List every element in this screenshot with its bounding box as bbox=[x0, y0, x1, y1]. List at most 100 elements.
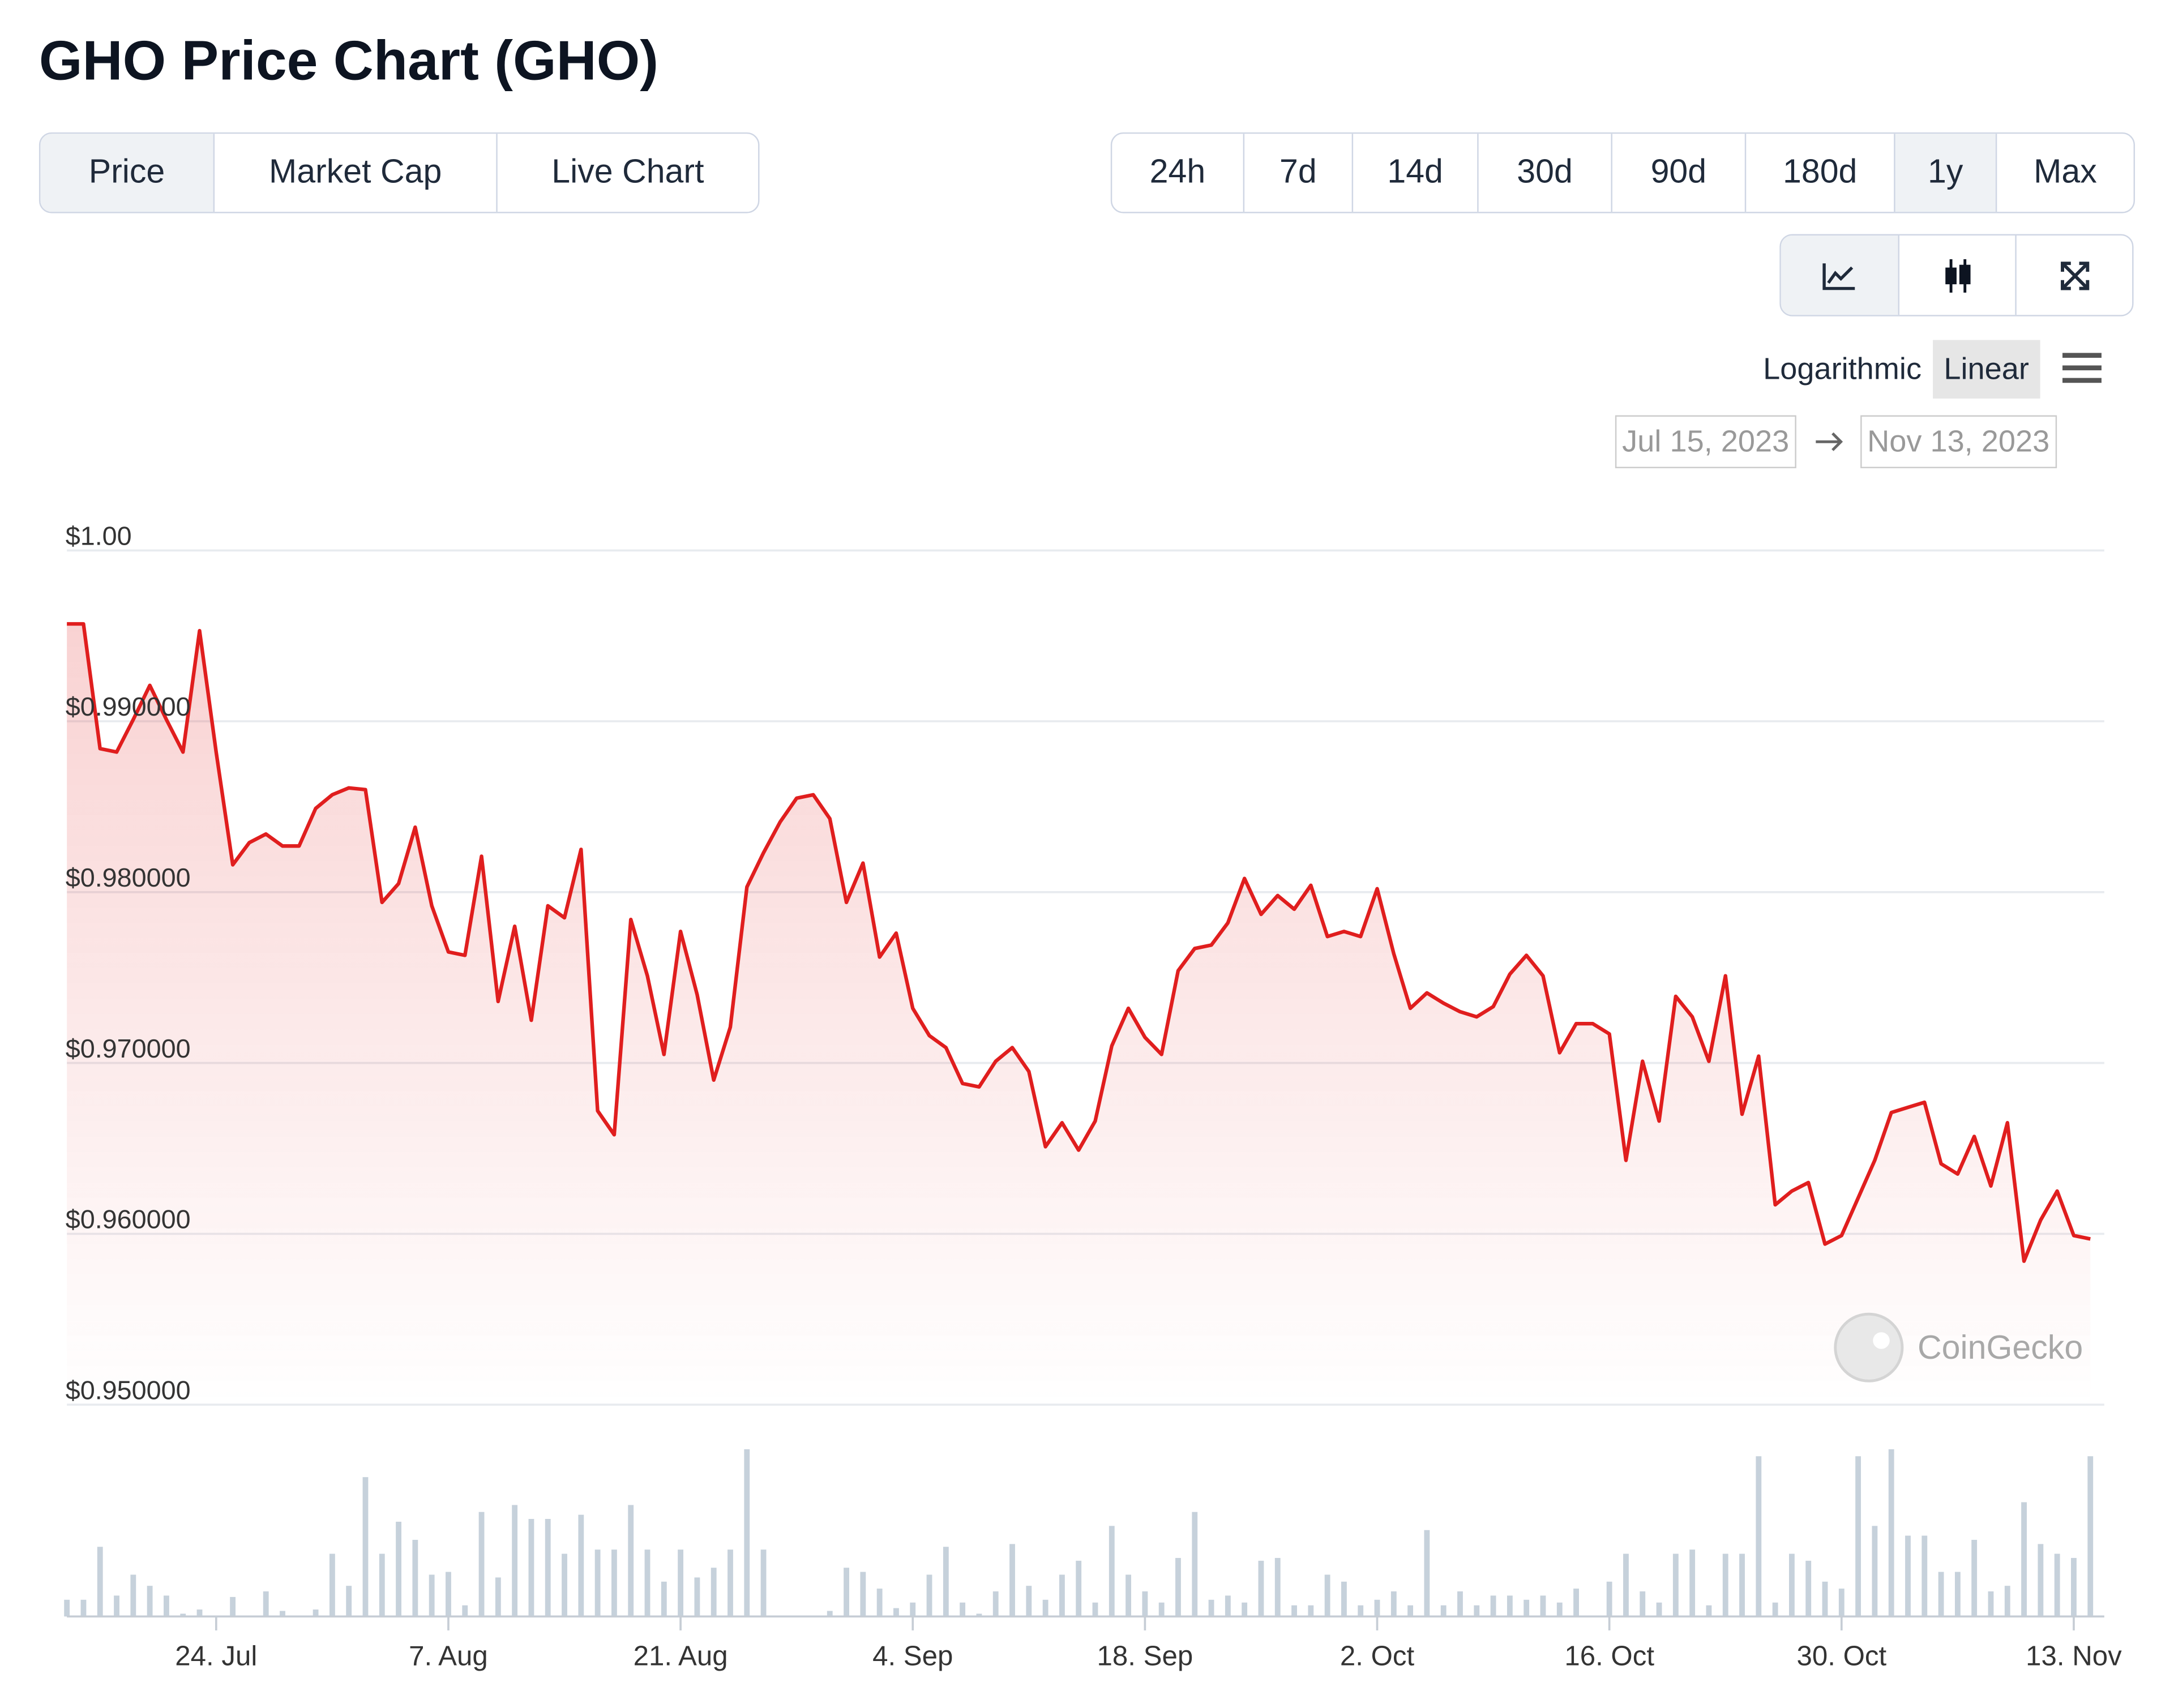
range-button[interactable]: 7d bbox=[1243, 134, 1352, 212]
price-line bbox=[67, 622, 2091, 1263]
volume-bar bbox=[429, 1574, 435, 1617]
x-tick-label: 21. Aug bbox=[634, 1640, 728, 1671]
area bbox=[67, 624, 2091, 1405]
volume-bar bbox=[545, 1519, 551, 1617]
tab-button[interactable]: Live Chart bbox=[496, 134, 758, 212]
volume-bar bbox=[1208, 1599, 1214, 1617]
range-button[interactable]: 24h bbox=[1149, 153, 1206, 191]
volume-bar bbox=[1175, 1557, 1181, 1617]
x-tick-label: 7. Aug bbox=[409, 1640, 488, 1671]
volume-bar bbox=[130, 1574, 136, 1617]
volume-bar bbox=[678, 1549, 684, 1617]
scale-switch: Logarithmic Linear bbox=[1752, 340, 2115, 399]
date-from[interactable]: Jul 15, 2023 bbox=[1615, 415, 1796, 469]
volume-bar bbox=[1142, 1591, 1148, 1617]
volume-bar bbox=[661, 1581, 667, 1617]
y-tick-label: $0.960000 bbox=[66, 1205, 191, 1234]
scale-option[interactable]: Linear bbox=[1932, 340, 2040, 399]
y-tick-label: $0.970000 bbox=[66, 1034, 191, 1063]
volume-bar bbox=[2021, 1502, 2027, 1617]
candlestick-button[interactable] bbox=[1898, 235, 2015, 315]
tab-group: Price Market Cap Live Chart bbox=[38, 132, 760, 213]
range-button[interactable]: 90d bbox=[1611, 134, 1744, 212]
volume-bar bbox=[1009, 1544, 1015, 1617]
volume-bar bbox=[1424, 1530, 1430, 1617]
watermark: CoinGecko bbox=[1834, 1312, 2083, 1382]
volume-bar bbox=[1921, 1535, 1928, 1617]
y-tick-label: $1.00 bbox=[66, 521, 132, 550]
volume-bar bbox=[147, 1586, 153, 1617]
volume-bar bbox=[263, 1591, 269, 1617]
candle-icon bbox=[1945, 258, 1970, 292]
volume-bar bbox=[1274, 1557, 1281, 1617]
volume-bar bbox=[1109, 1526, 1115, 1617]
volume-bar bbox=[1308, 1605, 1314, 1617]
date-to[interactable]: Nov 13, 2023 bbox=[1860, 415, 2057, 469]
volume-bar bbox=[1988, 1591, 1994, 1617]
watermark-text: CoinGecko bbox=[1918, 1329, 2083, 1366]
volume-bar bbox=[578, 1514, 584, 1617]
volume-bar bbox=[396, 1521, 401, 1617]
volume-bar bbox=[744, 1449, 750, 1617]
range-button[interactable]: 30d bbox=[1477, 134, 1611, 212]
x-tick-label: 4. Sep bbox=[872, 1640, 953, 1671]
volume-bar bbox=[2087, 1456, 2094, 1617]
x-tick-label: 30. Oct bbox=[1796, 1640, 1886, 1671]
volume-bar bbox=[329, 1553, 335, 1617]
volume-bar bbox=[1474, 1605, 1480, 1617]
volume-bar bbox=[1092, 1602, 1098, 1617]
volume-bar bbox=[1523, 1599, 1530, 1617]
line-chart-button[interactable] bbox=[1781, 235, 1898, 315]
volume-bar bbox=[512, 1505, 518, 1617]
range-button[interactable]: 14d bbox=[1351, 134, 1478, 212]
volume-bar bbox=[1872, 1526, 1878, 1617]
volume-bar bbox=[644, 1549, 651, 1617]
volume-bar bbox=[1623, 1553, 1629, 1617]
volume-bar bbox=[992, 1591, 999, 1617]
volume-bar bbox=[2038, 1544, 2044, 1617]
menu-button[interactable] bbox=[2060, 348, 2115, 390]
volume-bar bbox=[346, 1586, 352, 1617]
volume-bar bbox=[196, 1609, 203, 1617]
range-button[interactable]: Max bbox=[1995, 134, 2134, 212]
scale-option[interactable]: Logarithmic bbox=[1763, 351, 1922, 386]
volume-bar bbox=[1407, 1605, 1414, 1617]
volume-bar bbox=[1888, 1449, 1894, 1617]
volume-bar bbox=[1440, 1605, 1447, 1617]
volume-bar bbox=[2054, 1553, 2060, 1617]
volume-bar bbox=[1341, 1581, 1347, 1617]
volume-bar bbox=[1540, 1595, 1546, 1617]
volume-bar bbox=[379, 1553, 385, 1617]
volume-bar bbox=[1772, 1602, 1778, 1617]
x-tick-label: 2. Oct bbox=[1340, 1640, 1415, 1671]
volume-bar bbox=[893, 1608, 899, 1617]
volume-bar bbox=[910, 1602, 916, 1617]
volume-bar bbox=[1457, 1591, 1463, 1617]
volume-bar bbox=[1042, 1599, 1049, 1617]
tab-button[interactable]: Market Cap bbox=[213, 134, 497, 212]
volume-bar bbox=[876, 1589, 883, 1617]
line-icon bbox=[1822, 262, 1855, 290]
volume-bar bbox=[1905, 1535, 1911, 1617]
volume-bar bbox=[1225, 1595, 1231, 1617]
arrow-icon bbox=[1816, 432, 1843, 451]
volume-bar bbox=[64, 1599, 70, 1617]
volume-bar bbox=[80, 1599, 87, 1617]
range-button[interactable]: 1y bbox=[1894, 134, 1996, 212]
volume-bar bbox=[2071, 1557, 2077, 1617]
range-button[interactable]: 180d bbox=[1744, 134, 1894, 212]
date-range: Jul 15, 2023 Nov 13, 2023 bbox=[1615, 415, 2057, 469]
volume-bar bbox=[1125, 1574, 1132, 1617]
fullscreen-button[interactable] bbox=[2015, 235, 2132, 315]
volume-bar bbox=[827, 1611, 833, 1617]
volume-bar bbox=[1507, 1595, 1513, 1617]
volume-bar bbox=[1789, 1553, 1795, 1617]
volume-bar bbox=[760, 1549, 767, 1617]
volume-bar bbox=[462, 1605, 468, 1617]
volume-bar bbox=[711, 1568, 717, 1617]
tab-button[interactable]: Price bbox=[40, 134, 213, 212]
volume-bar bbox=[1656, 1602, 1662, 1617]
volume-bar bbox=[1938, 1572, 1944, 1617]
volume-bar bbox=[1805, 1560, 1812, 1617]
